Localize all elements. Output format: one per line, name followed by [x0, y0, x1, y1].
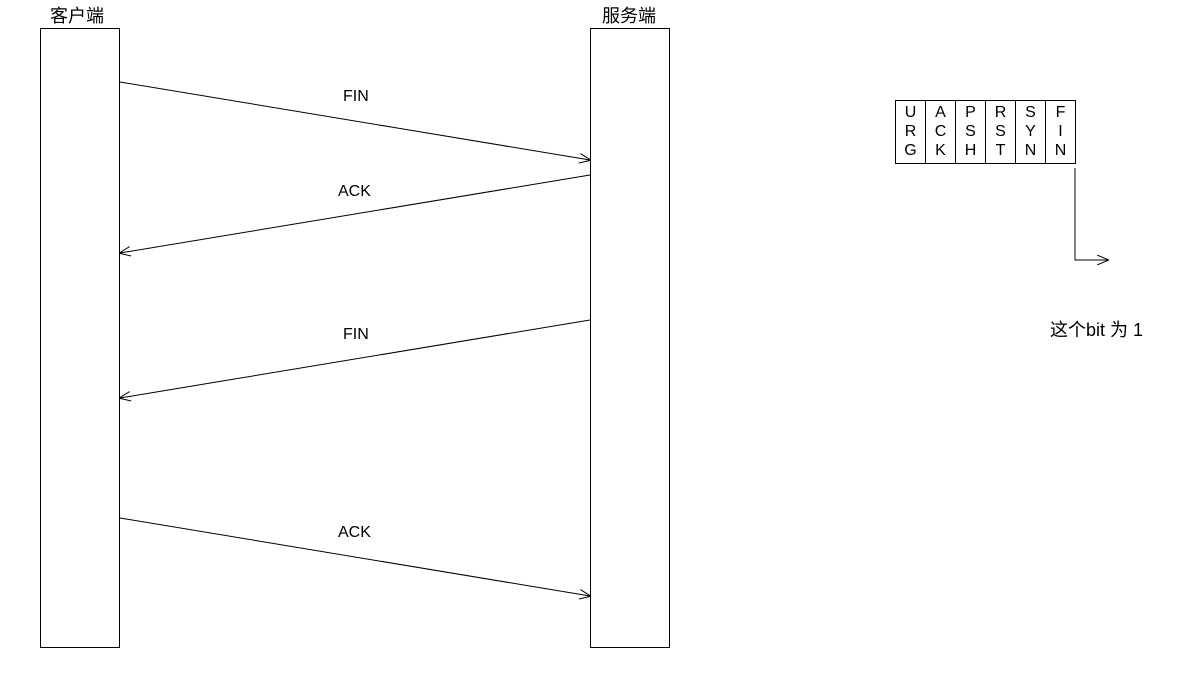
flag-cell-ack: ACK: [926, 101, 956, 164]
flag-cell-syn: SYN: [1016, 101, 1046, 164]
client-label: 客户端: [50, 2, 104, 28]
server-label: 服务端: [602, 2, 656, 28]
flag-cell-fin: FIN: [1046, 101, 1076, 164]
arrow-label-1: ACK: [338, 183, 371, 201]
flag-cell-psh: PSH: [956, 101, 986, 164]
tcp-flags-table: URG ACK PSH RST SYN FIN: [895, 100, 1076, 164]
client-lifeline-box: [40, 28, 120, 648]
arrow-label-3: ACK: [338, 524, 371, 542]
flag-cell-rst: RST: [986, 101, 1016, 164]
annotation-arrow: [1075, 168, 1108, 260]
flag-cell-urg: URG: [896, 101, 926, 164]
server-lifeline-box: [590, 28, 670, 648]
arrow-label-0: FIN: [343, 88, 369, 106]
annotation-text: 这个bit 为 1: [1050, 316, 1143, 342]
arrow-label-2: FIN: [343, 326, 369, 344]
